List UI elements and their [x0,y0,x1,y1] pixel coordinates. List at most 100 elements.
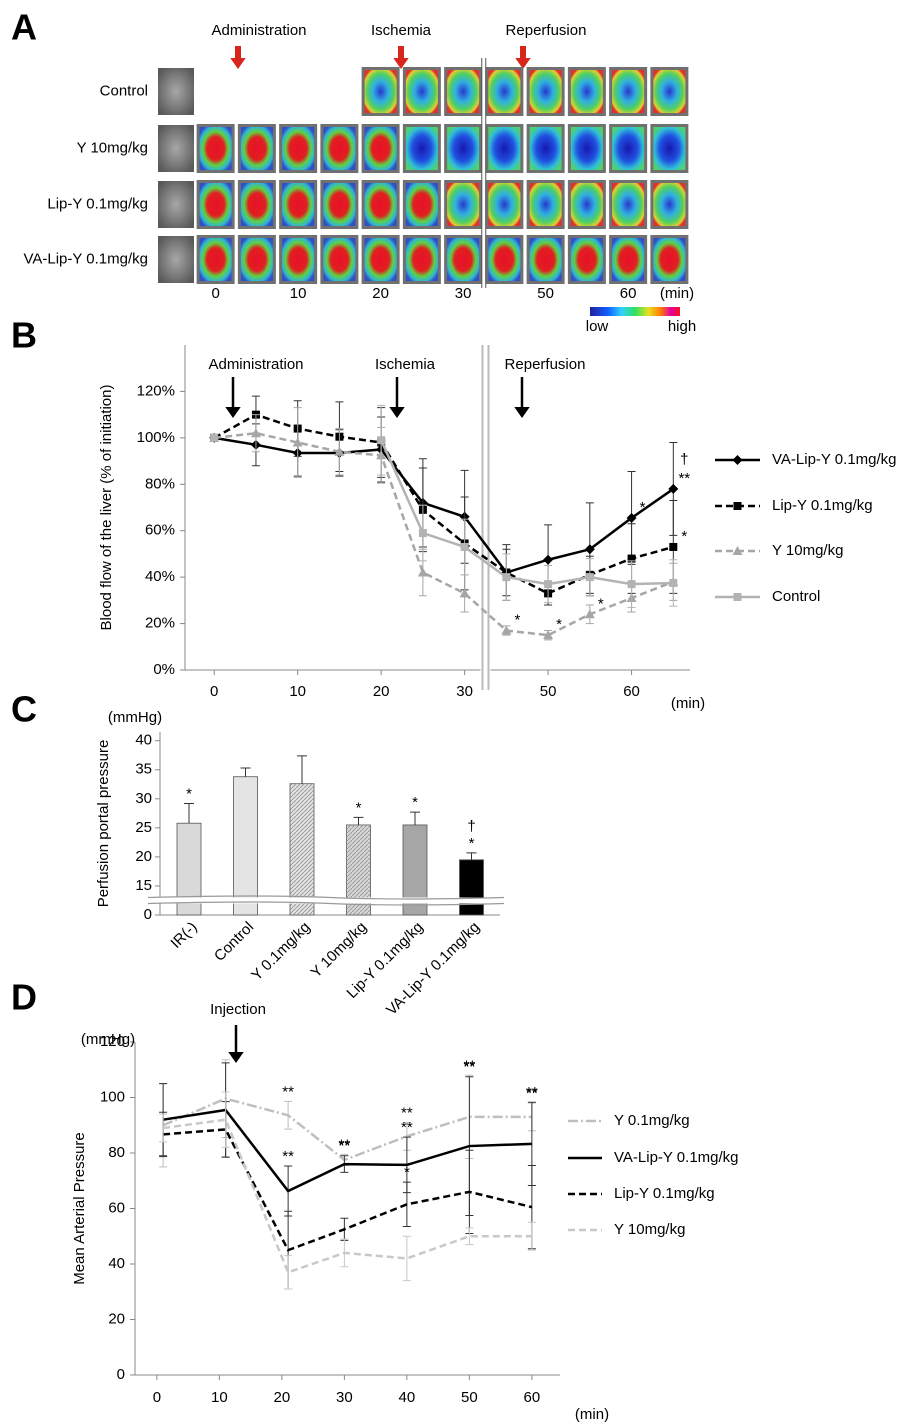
image [323,183,356,226]
x-tick-label: 40 [399,1389,416,1406]
image [488,70,521,113]
x-tick-label: IR(-) [167,919,200,952]
x-tick-label: 60 [623,683,640,700]
x-tick-label: VA-Lip-Y 0.1mg/kg [383,919,483,1019]
significance: ** [464,1057,476,1074]
series-line [213,413,674,595]
error-bar [466,852,477,860]
y-unit: (mmHg) [81,1031,135,1048]
point [668,483,679,494]
y-tick-label: 60 [108,1199,125,1216]
x-unit: (min) [660,285,694,302]
axis-break-line [147,895,505,900]
baseline-image [158,181,194,228]
significance: * [412,794,418,811]
y-tick-label: 120% [137,382,175,399]
point [626,512,637,523]
image [612,238,645,281]
series-line [214,431,674,637]
significance: * [681,528,687,545]
y-tick-label: 0 [144,906,152,923]
image [570,70,603,113]
series-line [380,439,674,586]
point [584,609,595,619]
point [669,578,678,587]
point [584,544,595,555]
row-label: Lip-Y 0.1mg/kg [47,195,148,212]
baseline-image [158,125,194,172]
image [199,238,232,281]
image [447,183,480,226]
error-bar [465,1227,474,1246]
image [653,183,686,226]
point [502,573,511,582]
image [405,127,438,170]
image [529,127,562,170]
legend-label: Control [772,588,820,605]
y-tick-label: 40% [145,568,175,585]
annotation: Injection [210,1001,266,1018]
arrow-head [230,58,246,69]
series-line [163,1128,533,1252]
significance: ** [526,1084,538,1101]
significance: ** [282,1148,294,1165]
x-tick-label: 20 [372,285,389,302]
x-tick-label: 10 [290,285,307,302]
y-tick-label: 15 [135,877,152,894]
image [405,183,438,226]
point [377,436,386,445]
legend-marker [733,502,742,510]
arrow-head [389,407,405,418]
point [210,433,219,442]
image [653,238,686,281]
annotation: Reperfusion [505,356,586,373]
image [405,70,438,113]
axis-break [148,897,504,904]
x-unit: (min) [575,1406,609,1423]
error-bar [410,811,420,825]
significance: ** [401,1119,413,1136]
legend-marker [733,593,742,601]
significance: ** [678,470,690,487]
image [612,70,645,113]
annotation: Administration [208,356,303,373]
x-tick-label: 50 [537,285,554,302]
legend-label: Lip-Y 0.1mg/kg [772,497,873,514]
y-tick-label: 30 [135,790,152,807]
baseline-image [158,68,194,115]
y-tick-label: 80 [108,1144,125,1161]
error-bar [284,1255,293,1290]
bar-hatch [290,783,314,915]
significance: * [556,616,562,633]
y-tick-label: 120 [100,1033,125,1050]
significance: ** [401,1104,413,1121]
x-tick-label: 50 [540,683,557,700]
x-tick-label: Control [211,919,257,965]
bar [459,859,484,916]
point [627,580,636,589]
error-bar [297,755,307,784]
x-tick-label: 60 [524,1389,541,1406]
image [364,70,397,113]
significance: † [680,451,688,468]
row-label: Y 10mg/kg [77,139,148,156]
annotation: Administration [211,22,306,39]
series-line [162,1118,532,1274]
series-line [214,436,675,574]
arrow-head [225,407,241,418]
x-tick-label: 10 [289,683,306,700]
colorbar-label: high [668,318,696,335]
image [364,238,397,281]
x-tick-label: 10 [211,1389,228,1406]
y-tick-label: 100% [137,429,175,446]
image [364,183,397,226]
annotation: Reperfusion [506,22,587,39]
image [653,127,686,170]
significance: ** [339,1138,351,1155]
image [488,238,521,281]
legend-label: Y 10mg/kg [772,542,843,559]
point [459,588,470,598]
significance: † [467,818,475,835]
colorbar-label: low [586,318,609,335]
image [282,238,315,281]
